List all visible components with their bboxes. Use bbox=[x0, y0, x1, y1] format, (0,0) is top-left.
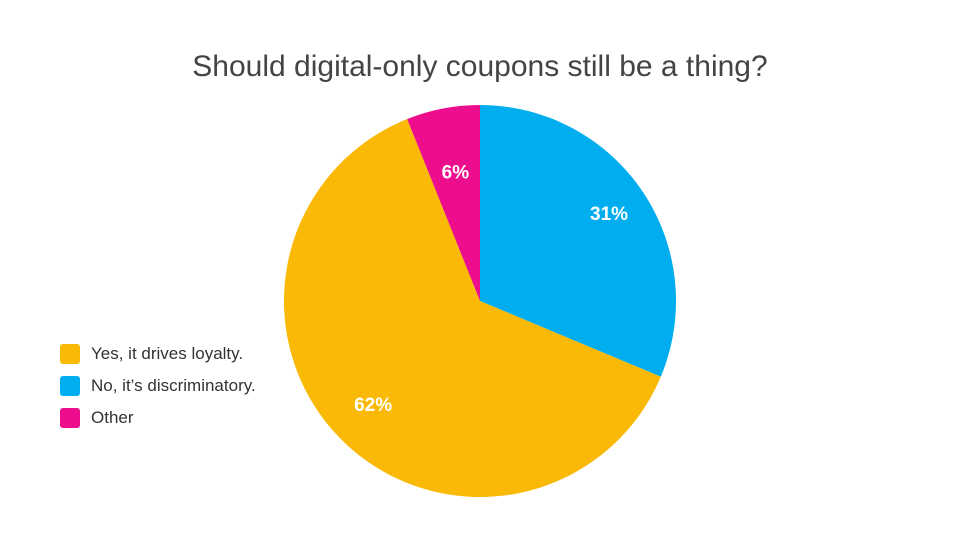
pie-slice-label-1: 62% bbox=[354, 395, 392, 416]
legend-label-no: No, it’s discriminatory. bbox=[91, 376, 256, 395]
pie-slice-0 bbox=[480, 105, 676, 377]
legend-swatch-yes bbox=[60, 344, 80, 364]
legend-item-no: No, it’s discriminatory. bbox=[60, 370, 256, 402]
legend-item-other: Other bbox=[60, 402, 256, 434]
chart-title: Should digital-only coupons still be a t… bbox=[192, 50, 768, 83]
pie-slice-1 bbox=[283, 119, 661, 497]
legend: Yes, it drives loyalty. No, it’s discrim… bbox=[60, 338, 256, 434]
legend-item-yes: Yes, it drives loyalty. bbox=[60, 338, 256, 370]
pie-slice-label-0: 31% bbox=[590, 204, 628, 225]
pie-slice-2 bbox=[407, 105, 480, 301]
legend-swatch-no bbox=[60, 376, 80, 396]
legend-label-yes: Yes, it drives loyalty. bbox=[91, 344, 244, 363]
legend-swatch-other bbox=[60, 408, 80, 428]
legend-label-other: Other bbox=[91, 408, 134, 427]
pie-slice-label-2: 6% bbox=[442, 162, 470, 183]
